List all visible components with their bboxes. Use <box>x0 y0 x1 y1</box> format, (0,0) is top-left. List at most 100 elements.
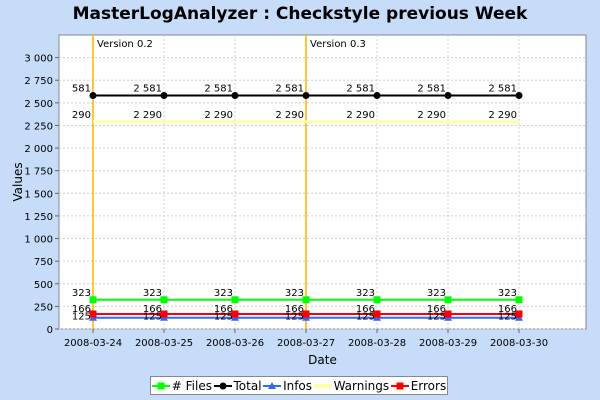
data-label-infos: 125 <box>72 312 91 323</box>
version-marker-label: Version 0.3 <box>310 39 366 50</box>
x-tick-label: 2008-03-29 <box>419 338 477 349</box>
data-label-warnings: 290 <box>72 110 91 121</box>
y-tick-label: 1 250 <box>24 212 53 223</box>
data-label-total: 581 <box>72 84 91 95</box>
data-point-errors <box>515 310 523 318</box>
x-tick-label: 2008-03-26 <box>206 338 264 349</box>
y-tick-label: 2 750 <box>24 76 53 87</box>
data-point-files <box>231 296 239 304</box>
data-label-errors: 166 <box>72 304 91 315</box>
legend-label-errors: Errors <box>410 378 447 393</box>
data-point-files <box>89 296 97 304</box>
data-point-total <box>160 92 168 100</box>
chart-title: MasterLogAnalyzer : Checkstyle previous … <box>72 4 528 24</box>
data-point-total <box>444 92 452 100</box>
data-label-warnings: 2 290 <box>275 110 304 121</box>
data-label-infos: 125 <box>143 312 162 323</box>
data-point-total <box>515 92 523 100</box>
data-label-files: 323 <box>427 288 446 299</box>
data-point-errors <box>302 310 310 318</box>
y-tick-label: 2 250 <box>24 121 53 132</box>
data-label-infos: 125 <box>214 312 233 323</box>
legend-label-warnings: Warnings <box>333 378 390 393</box>
data-label-total: 2 581 <box>488 84 517 95</box>
data-label-total: 2 581 <box>346 84 375 95</box>
data-point-files <box>302 296 310 304</box>
y-tick-label: 2 000 <box>24 144 53 155</box>
data-label-infos: 125 <box>285 312 304 323</box>
legend-swatch-infos <box>263 381 282 389</box>
legend-item-infos: Infos <box>263 379 312 393</box>
data-label-total: 2 581 <box>133 84 162 95</box>
data-label-warnings: 2 290 <box>133 110 162 121</box>
data-label-infos: 125 <box>427 312 446 323</box>
x-tick-label: 2008-03-28 <box>348 338 406 349</box>
x-tick-label: 2008-03-30 <box>490 338 548 349</box>
legend-item-errors: Errors <box>390 378 447 393</box>
data-label-errors: 166 <box>285 304 304 315</box>
data-point-errors <box>160 310 168 318</box>
legend-label-infos: Infos <box>283 378 313 393</box>
data-label-files: 323 <box>356 288 375 299</box>
x-tick-label: 2008-03-24 <box>64 338 122 349</box>
data-label-warnings: 2 290 <box>204 110 233 121</box>
plot-area <box>58 34 587 330</box>
data-label-files: 323 <box>143 288 162 299</box>
data-label-total: 2 581 <box>204 84 233 95</box>
y-tick-label: 0 <box>47 325 53 336</box>
data-label-files: 323 <box>72 288 91 299</box>
data-point-total <box>89 92 97 100</box>
legend-swatch-errors <box>390 382 409 389</box>
data-label-warnings: 2 290 <box>488 110 517 121</box>
y-tick-label: 250 <box>34 302 53 313</box>
y-tick-label: 750 <box>34 257 53 268</box>
y-axis-label: Values <box>11 162 25 201</box>
y-tick-label: 1 500 <box>24 189 53 200</box>
data-label-errors: 166 <box>143 304 162 315</box>
x-tick-label: 2008-03-27 <box>277 338 335 349</box>
data-label-total: 2 581 <box>417 84 446 95</box>
data-point-files <box>444 296 452 304</box>
legend-swatch-files <box>151 382 170 389</box>
y-tick-label: 1 000 <box>24 235 53 246</box>
legend-item-files: # Files <box>151 378 212 393</box>
data-point-errors <box>444 310 452 318</box>
data-point-errors <box>89 310 97 318</box>
data-point-total <box>231 92 239 100</box>
y-tick-label: 1 750 <box>24 167 53 178</box>
data-label-total: 2 581 <box>275 84 304 95</box>
legend-label-files: # Files <box>171 378 212 393</box>
legend-swatch-warnings <box>313 383 332 388</box>
y-tick-label: 500 <box>34 280 53 291</box>
data-label-errors: 166 <box>356 304 375 315</box>
data-point-files <box>160 296 168 304</box>
data-label-infos: 125 <box>498 312 517 323</box>
x-axis-label: Date <box>308 353 337 367</box>
data-point-errors <box>231 310 239 318</box>
legend-swatch-total <box>213 382 232 389</box>
data-label-infos: 125 <box>356 312 375 323</box>
data-point-total <box>302 92 310 100</box>
data-label-errors: 166 <box>498 304 517 315</box>
data-point-files <box>373 296 381 304</box>
data-label-errors: 166 <box>427 304 446 315</box>
chart-legend: # Files Total Infos Warnings Errors <box>150 376 448 395</box>
data-label-files: 323 <box>214 288 233 299</box>
data-point-total <box>373 92 381 100</box>
data-label-warnings: 2 290 <box>346 110 375 121</box>
legend-item-total: Total <box>213 378 262 393</box>
data-point-errors <box>373 310 381 318</box>
y-tick-label: 2 500 <box>24 99 53 110</box>
x-tick-label: 2008-03-25 <box>135 338 193 349</box>
data-label-warnings: 2 290 <box>417 110 446 121</box>
y-tick-label: 3 000 <box>24 54 53 65</box>
legend-item-warnings: Warnings <box>313 378 390 393</box>
data-label-files: 323 <box>498 288 517 299</box>
legend-label-total: Total <box>233 378 262 393</box>
data-label-errors: 166 <box>214 304 233 315</box>
data-point-files <box>515 296 523 304</box>
data-label-files: 323 <box>285 288 304 299</box>
version-marker-label: Version 0.2 <box>97 39 153 50</box>
